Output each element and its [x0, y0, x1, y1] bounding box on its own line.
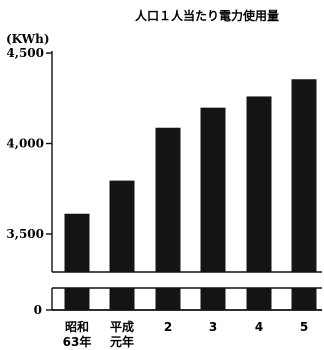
y-tick-label: 3,500 — [6, 227, 44, 241]
y-axis-unit-label: (KWh) — [6, 32, 50, 46]
x-category-label: 63年 — [63, 334, 92, 349]
bar-base — [200, 288, 226, 310]
bar-base — [64, 288, 90, 310]
x-category-label: 4 — [255, 320, 263, 334]
chart-title: 人口１人当たり電力使用量 — [135, 8, 279, 23]
x-category-label: 平成 — [110, 319, 134, 334]
x-category-label: 3 — [209, 320, 217, 334]
bar — [291, 79, 317, 273]
bar — [246, 96, 272, 272]
x-category-label: 元年 — [110, 334, 134, 349]
bar — [109, 180, 135, 272]
bar-base — [155, 288, 181, 310]
y-tick-label: 4,000 — [6, 137, 44, 151]
bar-base — [246, 288, 272, 310]
y-tick-label: 4,500 — [6, 46, 44, 60]
bar-base — [109, 288, 135, 310]
bar-base — [291, 288, 317, 310]
x-category-label: 2 — [164, 320, 172, 334]
bar — [200, 107, 226, 272]
x-category-label: 5 — [300, 320, 308, 334]
bar — [155, 127, 181, 273]
y-zero-label: 0 — [34, 303, 42, 317]
bar — [64, 213, 90, 272]
x-category-label: 昭和 — [65, 319, 89, 334]
